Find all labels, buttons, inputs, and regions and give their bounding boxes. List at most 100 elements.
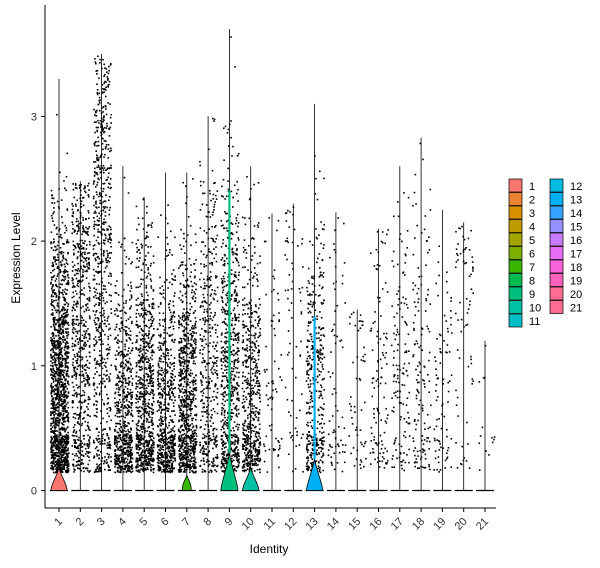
data-point — [192, 355, 194, 358]
data-point — [187, 428, 189, 430]
data-point — [55, 329, 57, 331]
data-point — [101, 457, 104, 459]
data-point — [97, 435, 100, 437]
data-point — [87, 227, 90, 230]
data-point — [160, 342, 163, 345]
data-point — [96, 166, 98, 169]
data-point — [58, 228, 61, 230]
data-point — [77, 450, 80, 452]
data-point — [63, 243, 65, 245]
data-point — [129, 362, 132, 365]
data-point — [75, 220, 78, 223]
data-point — [94, 336, 97, 338]
data-point — [76, 316, 78, 318]
data-point — [122, 407, 125, 409]
data-point — [62, 257, 65, 259]
data-point — [171, 447, 174, 449]
data-point — [108, 415, 110, 418]
data-point — [83, 380, 85, 382]
data-point — [146, 212, 148, 214]
data-point — [64, 345, 66, 347]
data-point — [142, 340, 144, 343]
data-point — [50, 369, 53, 372]
data-point — [71, 221, 73, 223]
data-point — [114, 462, 116, 465]
data-point — [130, 369, 132, 371]
data-point — [131, 414, 133, 416]
data-point — [83, 265, 85, 268]
data-point — [119, 420, 121, 422]
data-point — [110, 186, 112, 189]
data-point — [142, 421, 145, 423]
data-point — [50, 313, 53, 316]
data-point — [126, 465, 128, 467]
data-point — [157, 306, 160, 308]
data-point — [72, 361, 74, 364]
data-point — [66, 464, 68, 466]
data-point — [59, 286, 62, 289]
data-point — [108, 172, 110, 175]
data-point — [52, 453, 54, 456]
data-point — [137, 217, 140, 219]
data-point — [55, 418, 57, 420]
data-point — [75, 360, 77, 362]
data-point — [135, 243, 138, 245]
data-point — [56, 448, 59, 450]
data-point — [163, 341, 165, 343]
data-point — [50, 294, 53, 296]
data-point — [96, 159, 99, 161]
data-point — [53, 337, 55, 339]
data-point — [98, 283, 101, 286]
data-point — [59, 310, 62, 313]
data-point — [62, 394, 64, 396]
data-point — [126, 435, 128, 437]
data-point — [83, 335, 86, 338]
data-point — [120, 425, 122, 428]
data-point — [104, 239, 106, 242]
data-point — [72, 248, 75, 251]
data-point — [93, 225, 95, 228]
data-point — [63, 346, 66, 349]
data-point — [128, 468, 131, 470]
data-point — [161, 455, 164, 458]
data-point — [52, 417, 55, 420]
data-point — [72, 228, 74, 230]
data-point — [145, 417, 148, 420]
data-point — [71, 261, 74, 263]
data-point — [166, 443, 168, 446]
data-point — [72, 284, 75, 287]
data-point — [96, 93, 99, 96]
data-point — [88, 337, 91, 339]
data-point — [96, 466, 99, 468]
data-point — [104, 80, 106, 83]
data-point — [140, 456, 143, 459]
data-point — [92, 278, 95, 281]
data-point — [63, 392, 66, 394]
data-point — [80, 259, 83, 262]
data-point — [104, 267, 107, 269]
data-point — [76, 435, 78, 438]
data-point — [162, 470, 165, 472]
data-point — [82, 242, 84, 244]
data-point — [57, 343, 59, 346]
data-point — [168, 445, 170, 448]
data-point — [66, 396, 69, 398]
data-point — [52, 342, 54, 345]
data-point — [95, 311, 97, 313]
data-point — [107, 446, 110, 449]
data-point — [51, 338, 53, 341]
data-point — [144, 459, 147, 462]
data-point — [88, 426, 90, 429]
data-point — [104, 67, 106, 69]
data-point — [52, 410, 54, 413]
data-point — [64, 265, 66, 268]
data-point — [81, 450, 84, 453]
data-point — [56, 468, 59, 470]
data-point — [53, 224, 56, 226]
data-point — [131, 454, 133, 456]
data-point — [138, 438, 140, 440]
data-point — [56, 267, 59, 269]
data-point — [59, 396, 62, 399]
data-point — [116, 374, 119, 377]
data-point — [137, 360, 140, 362]
